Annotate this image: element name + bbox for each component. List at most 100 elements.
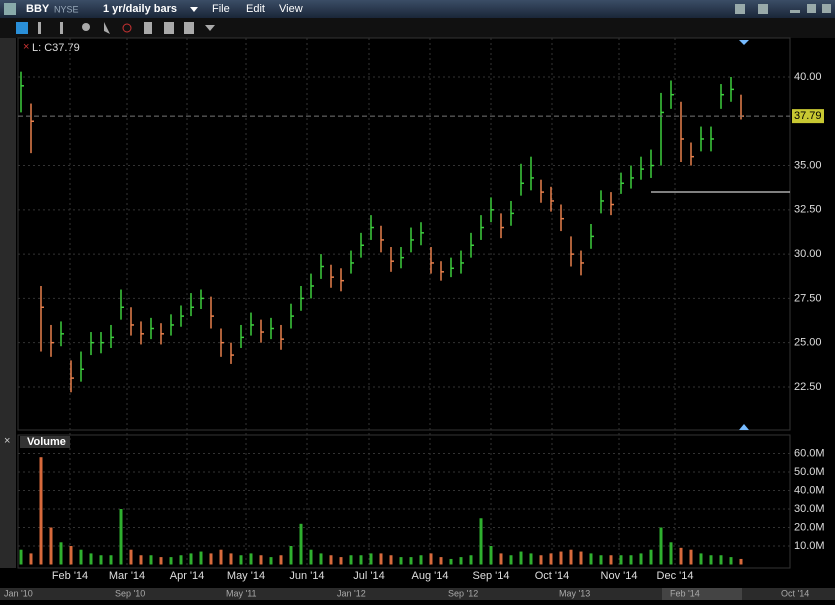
x-tick-label: Mar '14 xyxy=(109,570,145,582)
volume-bar xyxy=(679,547,683,565)
volume-header xyxy=(20,436,70,448)
volume-bar xyxy=(249,553,253,565)
volume-pane xyxy=(17,434,791,569)
volume-bar xyxy=(419,555,423,565)
volume-bar xyxy=(289,546,293,565)
volume-bar xyxy=(539,555,543,565)
volume-bar xyxy=(589,553,593,565)
volume-bar xyxy=(349,555,353,565)
volume-bar xyxy=(519,551,523,565)
window-controls[interactable] xyxy=(735,4,831,14)
x-tick-label: Oct '14 xyxy=(535,570,570,582)
x-tick-label: May '14 xyxy=(227,570,265,582)
y-tick-label: 60.0M xyxy=(794,447,825,459)
y-tick-label: 20.0M xyxy=(794,521,825,533)
navigator-label: Jan '12 xyxy=(337,588,366,598)
volume-bar xyxy=(469,555,473,565)
x-tick-label: Aug '14 xyxy=(412,570,449,582)
volume-bar xyxy=(739,558,743,565)
period-selector[interactable]: 1 yr/daily bars xyxy=(103,3,177,15)
volume-bar xyxy=(189,553,193,565)
volume-bar xyxy=(549,553,553,565)
volume-bar xyxy=(359,555,363,565)
toolbar xyxy=(0,18,835,38)
volume-bar xyxy=(29,553,33,565)
navigator-window[interactable] xyxy=(662,588,742,600)
price-pane xyxy=(17,37,791,431)
navigator[interactable] xyxy=(0,588,835,600)
menu-item[interactable]: View xyxy=(279,3,303,15)
scroll-marker[interactable] xyxy=(739,424,749,430)
volume-bar xyxy=(179,555,183,565)
tool-icons[interactable] xyxy=(16,22,215,34)
volume-bar xyxy=(439,557,443,565)
navigator-label: Jan '10 xyxy=(4,588,33,598)
last-price-label: 37.79 xyxy=(794,110,822,122)
menu-item[interactable]: File xyxy=(212,3,230,15)
y-tick-label: 40.0M xyxy=(794,484,825,496)
x-tick-label: Feb '14 xyxy=(52,570,88,582)
volume-bar xyxy=(199,551,203,565)
x-tick-label: Jul '14 xyxy=(353,570,384,582)
close-icon[interactable]: × xyxy=(4,435,10,447)
volume-bar xyxy=(449,558,453,565)
plot: Feb '14 Mar '14 Apr '14 May '14 Jun '14 Jul '… xyxy=(4,38,825,598)
volume-bar xyxy=(409,557,413,565)
close-icon[interactable]: × xyxy=(23,41,29,53)
x-tick-label: Dec '14 xyxy=(657,570,694,582)
y-tick-label: 30.00 xyxy=(794,248,822,260)
volume-bar xyxy=(339,557,343,565)
volume-bar xyxy=(69,546,73,565)
volume-bar xyxy=(19,549,23,565)
menu-item[interactable]: Edit xyxy=(246,3,265,15)
volume-bar xyxy=(369,553,373,565)
volume-bar xyxy=(659,527,663,565)
y-tick-label: 10.0M xyxy=(794,540,825,552)
volume-bar xyxy=(279,555,283,565)
volume-bar xyxy=(139,555,143,565)
volume-bar xyxy=(109,555,113,565)
last-price-box xyxy=(792,109,824,124)
volume-bar xyxy=(319,553,323,565)
volume-bar xyxy=(709,555,713,565)
volume-bar xyxy=(159,557,163,565)
volume-bar xyxy=(729,557,733,565)
volume-bar xyxy=(569,549,573,565)
volume-bar xyxy=(299,523,303,565)
volume-bar xyxy=(149,555,153,565)
volume-title: Volume xyxy=(27,436,66,448)
volume-bar xyxy=(599,555,603,565)
y-tick-label: 22.50 xyxy=(794,381,822,393)
volume-bar xyxy=(79,549,83,565)
scroll-marker[interactable] xyxy=(739,40,749,45)
y-tick-label: 30.0M xyxy=(794,503,825,515)
volume-bar xyxy=(269,557,273,565)
volume-bar xyxy=(699,553,703,565)
title-bar xyxy=(0,0,835,18)
volume-bar xyxy=(629,555,633,565)
volume-bar xyxy=(609,555,613,565)
app-icon xyxy=(4,3,16,15)
volume-bar xyxy=(669,542,673,565)
navigator-label: May '11 xyxy=(226,588,257,598)
volume-bar xyxy=(169,557,173,565)
volume-bar xyxy=(559,551,563,565)
volume-bar xyxy=(329,555,333,565)
dropdown-arrow[interactable] xyxy=(190,7,198,12)
volume-bar xyxy=(499,553,503,565)
volume-bar xyxy=(399,557,403,565)
x-tick-label: Apr '14 xyxy=(170,570,205,582)
volume-bar xyxy=(579,551,583,565)
navigator-label: May '13 xyxy=(559,588,590,598)
volume-bar xyxy=(649,549,653,565)
symbol[interactable]: BBY xyxy=(26,3,50,15)
volume-bar xyxy=(689,549,693,565)
legend-label: L: C37.79 xyxy=(32,42,80,54)
y-tick-label: 27.50 xyxy=(794,292,822,304)
x-tick-label: Sep '14 xyxy=(473,570,510,582)
exchange: NYSE xyxy=(54,4,79,14)
volume-bar xyxy=(89,553,93,565)
volume-bar xyxy=(229,553,233,565)
navigator-label: Oct '14 xyxy=(781,588,809,598)
